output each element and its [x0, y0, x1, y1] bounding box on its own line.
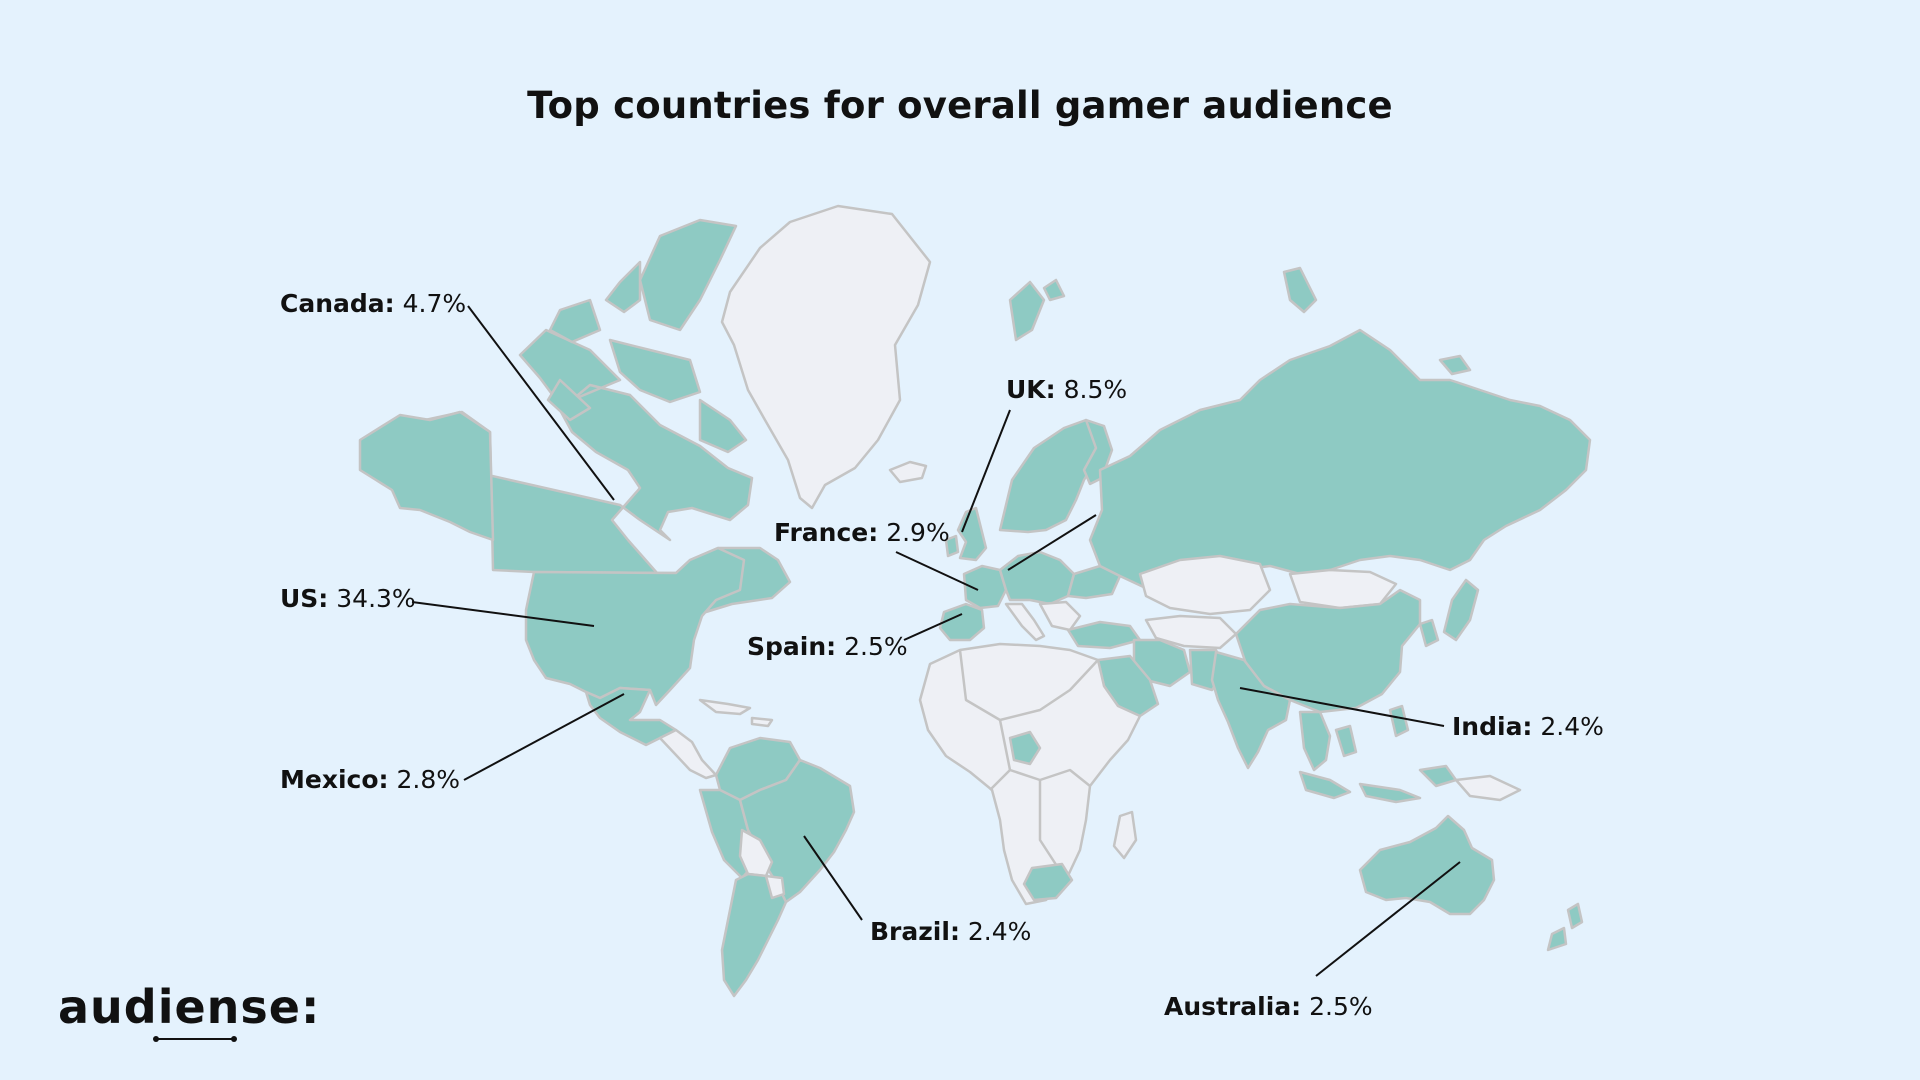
- callout-spain-value: 2.5%: [844, 632, 908, 661]
- country-new-zealand: [1546, 902, 1584, 952]
- country-scandinavia: [998, 418, 1102, 534]
- callout-spain-name: Spain:: [747, 632, 837, 661]
- country-france[interactable]: [962, 564, 1008, 610]
- country-spain[interactable]: [938, 602, 986, 642]
- leader-line-uk: [961, 409, 1011, 533]
- country-uk[interactable]: [956, 506, 988, 562]
- country-shapes: [358, 204, 1592, 998]
- callout-india-value: 2.4%: [1540, 712, 1604, 741]
- callout-us-name: US:: [280, 584, 329, 613]
- callout-france-value: 2.9%: [886, 518, 950, 547]
- callout-uk-value: 8.5%: [1063, 375, 1128, 404]
- callout-india: India: 2.4%: [1452, 712, 1604, 742]
- country-italy-balkans: [1004, 600, 1082, 642]
- callout-canada-name: Canada:: [280, 289, 395, 318]
- callout-mexico-value: 2.8%: [396, 765, 460, 794]
- callout-france: France: 2.9%: [774, 518, 950, 548]
- leader-line-france: [895, 551, 979, 591]
- country-australia[interactable]: [1358, 814, 1496, 916]
- leader-line-canada: [467, 305, 615, 501]
- callout-canada: Canada: 4.7%: [280, 289, 466, 319]
- country-usa-alaska[interactable]: [358, 410, 495, 542]
- leader-line-australia: [1315, 861, 1461, 977]
- leader-line-mexico: [463, 693, 625, 781]
- country-iceland: [888, 460, 928, 484]
- country-madagascar: [1112, 810, 1138, 860]
- callout-australia-value: 2.5%: [1309, 992, 1373, 1021]
- brand-logo: audiense:: [58, 982, 319, 1042]
- country-usa[interactable]: [524, 546, 746, 707]
- country-russia: [1088, 328, 1592, 592]
- callout-australia-name: Australia:: [1164, 992, 1302, 1021]
- callout-us: US: 34.3%: [280, 584, 416, 614]
- country-central-america: [658, 728, 718, 780]
- leader-line-brazil: [803, 835, 863, 921]
- country-north-africa-borders: [958, 649, 1099, 881]
- leader-line-india: [1239, 687, 1445, 727]
- country-south-africa: [1022, 862, 1074, 902]
- brand-logo-text: audiense:: [58, 980, 321, 1034]
- callout-uk: UK: 8.5%: [1006, 375, 1127, 405]
- country-greenland: [720, 204, 932, 510]
- leader-line-us: [411, 601, 595, 627]
- country-mongolia: [1288, 568, 1398, 610]
- country-nigeria: [1008, 730, 1042, 766]
- country-canada-arctic[interactable]: [546, 218, 748, 454]
- country-kazakhstan: [1138, 554, 1272, 616]
- country-southeast-asia: [1298, 710, 1358, 772]
- leader-line-uk-2: [1007, 514, 1097, 571]
- country-paraguay: [764, 874, 786, 900]
- callout-brazil: Brazil: 2.4%: [870, 917, 1031, 947]
- country-turkey: [1066, 620, 1142, 650]
- callout-uk-name: UK:: [1006, 375, 1056, 404]
- callout-brazil-name: Brazil:: [870, 917, 960, 946]
- country-central-europe: [998, 550, 1076, 606]
- callout-australia: Australia: 2.5%: [1164, 992, 1373, 1022]
- brand-logo-underline: [153, 1036, 237, 1042]
- leader-line-spain: [903, 613, 963, 641]
- callout-mexico: Mexico: 2.8%: [280, 765, 460, 795]
- country-russia-islands: [1008, 266, 1472, 376]
- country-africa: [918, 642, 1142, 906]
- callout-canada-value: 4.7%: [402, 289, 467, 318]
- callout-france-name: France:: [774, 518, 879, 547]
- callout-brazil-value: 2.4%: [967, 917, 1032, 946]
- callout-india-name: India:: [1452, 712, 1533, 741]
- country-japan: [1442, 578, 1480, 642]
- country-philippines: [1388, 704, 1410, 738]
- callout-mexico-name: Mexico:: [280, 765, 389, 794]
- country-ireland: [944, 534, 960, 558]
- callout-us-value: 34.3%: [336, 584, 416, 613]
- leader-lines: [411, 305, 1461, 977]
- country-papua: [1454, 774, 1522, 802]
- country-korea: [1418, 618, 1440, 648]
- country-india[interactable]: [1210, 650, 1292, 770]
- callout-spain: Spain: 2.5%: [747, 632, 908, 662]
- page-title: Top countries for overall gamer audience: [527, 84, 1393, 127]
- country-caribbean: [698, 698, 774, 728]
- country-indonesia: [1298, 764, 1458, 804]
